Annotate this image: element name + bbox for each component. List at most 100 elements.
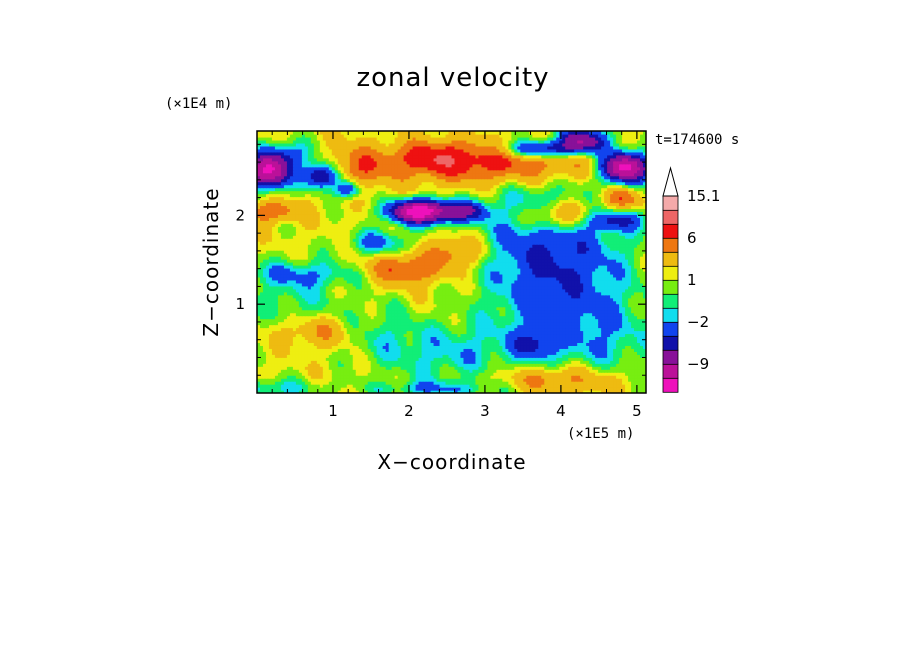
contour-cell: [472, 327, 477, 332]
contour-cell: [502, 333, 506, 338]
contour-cell: [613, 381, 617, 385]
contour-cell: [337, 360, 342, 364]
contour-cell: [628, 294, 632, 299]
contour-cell: [541, 363, 545, 367]
contour-cell: [565, 303, 569, 308]
contour-cell: [583, 375, 587, 379]
contour-cell: [499, 384, 503, 388]
contour-cell: [301, 363, 306, 367]
contour-cell: [460, 342, 465, 346]
contour-cell: [409, 339, 414, 343]
contour-cell: [433, 309, 438, 314]
contour-cell: [358, 333, 363, 338]
contour-cell: [298, 384, 303, 388]
contour-cell: [298, 285, 303, 290]
contour-cell: [445, 372, 450, 376]
contour-cell: [469, 339, 474, 343]
contour-cell: [580, 372, 584, 376]
contour-cell: [484, 351, 489, 355]
contour-cell: [334, 381, 339, 385]
contour-cell: [400, 288, 405, 293]
contour-cell: [337, 321, 342, 326]
contour-cell: [415, 342, 420, 346]
contour-cell: [337, 297, 342, 302]
contour-cell: [526, 282, 530, 287]
contour-cell: [532, 282, 536, 287]
contour-cell: [532, 357, 536, 361]
contour-cell: [319, 303, 324, 308]
contour-cell: [337, 300, 342, 305]
contour-cell: [322, 354, 327, 358]
contour-cell: [376, 282, 381, 287]
contour-cell: [418, 354, 423, 358]
contour-cell: [412, 375, 417, 379]
contour-cell: [292, 381, 297, 385]
contour-cell: [637, 339, 641, 343]
contour-cell: [553, 348, 557, 352]
contour-cell: [283, 390, 288, 393]
contour-cell: [541, 354, 545, 358]
contour-cell: [574, 351, 578, 355]
contour-cell: [430, 315, 435, 320]
contour-cell: [376, 276, 381, 281]
contour-cell: [592, 315, 596, 320]
contour-cell: [298, 372, 303, 376]
contour-cell: [319, 309, 324, 314]
contour-cell: [319, 345, 324, 349]
contour-cell: [622, 342, 626, 346]
contour-cell: [511, 336, 515, 341]
contour-cell: [475, 321, 480, 326]
contour-cell: [427, 336, 432, 341]
contour-cell: [352, 378, 357, 382]
contour-cell: [472, 330, 477, 335]
contour-cell: [286, 324, 291, 329]
contour-cell: [403, 372, 408, 376]
contour-cell: [439, 372, 444, 376]
contour-cell: [382, 288, 387, 293]
contour-cell: [427, 390, 432, 393]
contour-cell: [382, 333, 387, 338]
contour-cell: [292, 372, 297, 376]
contour-cell: [550, 387, 554, 391]
contour-cell: [373, 390, 378, 393]
contour-cell: [257, 324, 261, 329]
contour-cell: [358, 381, 363, 385]
contour-cell: [406, 375, 411, 379]
contour-cell: [559, 327, 563, 332]
contour-cell: [499, 297, 503, 302]
contour-cell: [640, 351, 644, 355]
contour-cell: [319, 348, 324, 352]
contour-cell: [343, 366, 348, 370]
contour-cell: [574, 306, 578, 311]
contour-cell: [343, 288, 348, 293]
contour-cell: [346, 375, 351, 379]
contour-cell: [478, 282, 483, 287]
contour-cell: [586, 303, 590, 308]
contour-cell: [355, 321, 360, 326]
contour-cell: [580, 303, 584, 308]
contour-cell: [286, 288, 291, 293]
contour-cell: [406, 306, 411, 311]
contour-cell: [271, 330, 276, 335]
contour-cell: [337, 357, 342, 361]
contour-cell: [391, 345, 396, 349]
contour-cell: [454, 366, 459, 370]
contour-cell: [325, 294, 330, 299]
contour-cell: [286, 327, 291, 332]
contour-cell: [445, 297, 450, 302]
contour-cell: [412, 384, 417, 388]
contour-cell: [481, 336, 486, 341]
contour-cell: [541, 378, 545, 382]
contour-cell: [589, 372, 593, 376]
contour-cell: [556, 318, 560, 323]
contour-cell: [274, 324, 279, 329]
contour-cell: [361, 282, 366, 287]
contour-cell: [382, 306, 387, 311]
contour-cell: [292, 327, 297, 332]
contour-cell: [295, 282, 300, 287]
contour-cell: [289, 312, 294, 317]
contour-cell: [379, 348, 384, 352]
contour-cell: [643, 381, 646, 385]
contour-cell: [382, 285, 387, 290]
contour-cell: [508, 291, 512, 296]
